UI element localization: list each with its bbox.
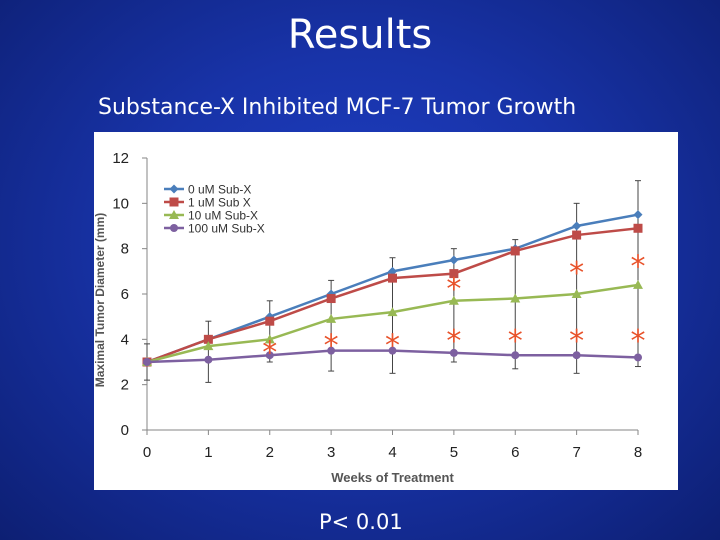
- data-point: [572, 230, 582, 240]
- data-point: [449, 348, 458, 357]
- significance-asterisk: *: [631, 324, 646, 359]
- data-point: [510, 293, 521, 303]
- significance-asterisk: *: [569, 256, 584, 291]
- chart-panel: 0 2 4 6 8 10 12 0 1 2 3 4 5 6 7 8 Weeks of Treatment Maxi…: [94, 132, 678, 490]
- significance-asterisk: *: [262, 335, 277, 370]
- x-tick-label: 6: [511, 444, 519, 461]
- x-tick-label: 1: [204, 444, 212, 461]
- data-point: [633, 210, 643, 220]
- y-tick-label: 12: [112, 150, 129, 167]
- legend-marker: [169, 197, 179, 207]
- data-point: [326, 294, 336, 304]
- data-point: [449, 269, 459, 279]
- data-point: [204, 355, 213, 364]
- data-point: [449, 255, 459, 265]
- data-point: [203, 341, 214, 351]
- y-axis-label: Maximal Tumor Diameter (mm): [94, 213, 107, 388]
- data-point: [265, 316, 275, 326]
- data-point: [143, 358, 151, 366]
- significance-asterisk: *: [385, 329, 400, 364]
- significance-asterisk: *: [569, 324, 584, 359]
- x-tick-label: 2: [266, 444, 274, 461]
- data-point: [633, 223, 643, 233]
- y-tick-label: 8: [121, 241, 129, 258]
- data-point: [511, 351, 520, 360]
- legend-label: 100 uM Sub-X: [188, 222, 265, 236]
- legend-label: 10 uM Sub-X: [188, 209, 258, 223]
- legend-marker: [169, 184, 179, 194]
- y-tick-label: 4: [121, 331, 129, 348]
- x-tick-label: 3: [327, 444, 335, 461]
- significance-asterisk: *: [508, 324, 523, 359]
- data-point: [510, 246, 520, 256]
- y-tick-label: 0: [121, 422, 129, 439]
- x-tick-label: 7: [572, 444, 580, 461]
- significance-asterisk: *: [324, 329, 339, 364]
- significance-asterisk: *: [446, 272, 461, 307]
- significance-markers: * * * * * * * * * *: [262, 249, 645, 370]
- data-point: [265, 351, 274, 360]
- x-tick-label: 4: [388, 444, 396, 461]
- data-point: [387, 307, 398, 317]
- data-point: [264, 334, 275, 344]
- data-point: [448, 295, 459, 305]
- x-axis-label: Weeks of Treatment: [331, 470, 454, 485]
- significance-asterisk: *: [631, 249, 646, 284]
- data-point: [265, 312, 275, 322]
- x-tick-label: 8: [634, 444, 642, 461]
- data-point: [327, 346, 336, 355]
- data-point: [203, 334, 213, 344]
- significance-asterisk: *: [446, 324, 461, 359]
- x-tick-label: 5: [450, 444, 458, 461]
- data-point: [326, 313, 337, 323]
- data-point: [388, 346, 397, 355]
- legend-marker: [170, 224, 178, 232]
- data-point: [572, 351, 581, 360]
- slide-subtitle: Substance-X Inhibited MCF-7 Tumor Growth: [98, 95, 577, 120]
- legend-label: 1 uM Sub X: [188, 196, 251, 210]
- data-point: [572, 221, 582, 231]
- p-value-note: P< 0.01: [319, 510, 403, 534]
- data-point: [634, 353, 642, 362]
- legend-marker: [169, 210, 179, 219]
- error-bars: [144, 180, 641, 383]
- data-point: [571, 289, 582, 298]
- chart-series: [142, 210, 643, 367]
- y-tick-label: 2: [121, 377, 129, 394]
- y-tick-label: 6: [121, 286, 129, 303]
- slide-title: Results: [287, 12, 433, 58]
- data-point: [388, 273, 397, 283]
- data-point: [388, 266, 397, 276]
- data-point: [633, 279, 643, 289]
- x-tick-label: 0: [143, 444, 151, 461]
- legend-label: 0 uM Sub-X: [188, 183, 251, 197]
- y-tick-label: 10: [112, 195, 129, 212]
